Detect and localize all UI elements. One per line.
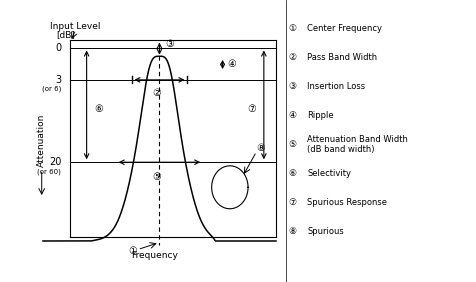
Text: Frequency: Frequency: [131, 251, 178, 260]
Text: ⑦: ⑦: [248, 103, 256, 113]
Text: ①: ①: [129, 246, 137, 256]
Text: ②: ②: [288, 53, 296, 62]
Text: Input Level: Input Level: [50, 22, 101, 31]
Text: ⑦: ⑦: [288, 198, 296, 207]
Text: ⑧: ⑧: [288, 227, 296, 236]
Text: ②: ②: [153, 88, 161, 98]
Text: ③: ③: [288, 82, 296, 91]
Text: Center Frequency: Center Frequency: [307, 24, 382, 33]
Text: Attenuation Band Width
(dB band width): Attenuation Band Width (dB band width): [307, 135, 408, 154]
Text: [dB]: [dB]: [57, 30, 75, 39]
Text: Attenuation: Attenuation: [37, 114, 46, 168]
Text: ⑤: ⑤: [153, 171, 161, 182]
Text: Ripple: Ripple: [307, 111, 334, 120]
Text: ⑧: ⑧: [256, 143, 265, 153]
Text: ①: ①: [288, 24, 296, 33]
Text: ③: ③: [166, 39, 174, 49]
Text: Selectivity: Selectivity: [307, 169, 351, 178]
Text: ⑥: ⑥: [94, 103, 103, 113]
Text: Spurious: Spurious: [307, 227, 344, 236]
Text: 3: 3: [55, 75, 61, 85]
Text: (or 6): (or 6): [42, 86, 61, 92]
Text: Spurious Response: Spurious Response: [307, 198, 387, 207]
Text: Pass Band Width: Pass Band Width: [307, 53, 377, 62]
Text: 20: 20: [49, 157, 61, 167]
Text: ④: ④: [288, 111, 296, 120]
Text: Insertion Loss: Insertion Loss: [307, 82, 365, 91]
Text: 0: 0: [55, 43, 61, 53]
Text: ⑤: ⑤: [288, 140, 296, 149]
Text: (or 60): (or 60): [37, 168, 61, 175]
Text: ⑥: ⑥: [288, 169, 296, 178]
Text: ④: ④: [228, 59, 236, 69]
